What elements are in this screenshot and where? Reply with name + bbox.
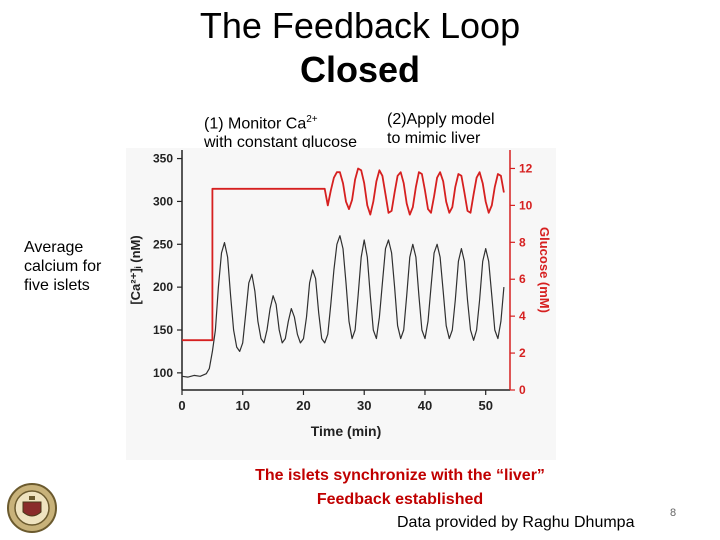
note-monitor-superscript: 2+ xyxy=(306,114,318,125)
caption-line-2: Feedback established xyxy=(316,491,484,508)
y-right-axis-label: Glucose (mM) xyxy=(537,227,552,313)
series-line-calcium xyxy=(181,235,505,378)
chart-background xyxy=(126,148,556,460)
y-left-tick-label: 200 xyxy=(153,280,173,294)
y-left-tick-label: 350 xyxy=(153,152,173,166)
note-monitor-text: (1) Monitor Ca xyxy=(204,115,307,133)
y-right-tick-label: 8 xyxy=(519,235,526,249)
note-monitor: (1) Monitor Ca2+ with constant glucose xyxy=(204,110,374,152)
y-right-tick-label: 2 xyxy=(519,346,526,360)
calcium-glucose-chart: 0 10 20 30 40 50 100 150 200 250 300 350 0 2 4 6 8 10 12 Ti… xyxy=(126,148,556,460)
slide-title-bold: Closed xyxy=(299,49,421,90)
y-left-tick-label: 150 xyxy=(153,323,173,337)
x-tick-label: 10 xyxy=(236,398,250,413)
y-left-tick-label: 300 xyxy=(153,194,173,208)
caption: The islets synchronize with the “liver” … xyxy=(140,464,660,512)
chart-labels: 0 10 20 30 40 50 100 150 200 250 300 350 0 2 4 6 8 10 12 Ti… xyxy=(128,152,552,439)
slide-title: The Feedback Loop xyxy=(199,5,521,46)
x-tick-label: 20 xyxy=(296,398,310,413)
y-right-tick-label: 12 xyxy=(519,161,533,175)
chart-series xyxy=(181,167,505,378)
y-left-tick-label: 250 xyxy=(153,237,173,251)
y-right-tick-label: 6 xyxy=(519,272,526,286)
x-tick-label: 0 xyxy=(178,398,185,413)
x-tick-label: 40 xyxy=(418,398,432,413)
y-left-axis-label: [Ca²⁺]ᵢ (nM) xyxy=(128,235,143,304)
caption-line-1: The islets synchronize with the “liver” xyxy=(255,467,545,484)
page-number: 8 xyxy=(670,507,677,519)
chart-axes xyxy=(126,148,556,460)
x-tick-label: 30 xyxy=(357,398,371,413)
university-seal-icon xyxy=(7,483,57,533)
y-right-tick-label: 4 xyxy=(519,309,526,323)
x-tick-label: 50 xyxy=(478,398,492,413)
series-line-glucose xyxy=(182,167,505,342)
note-average-calcium: Average calcium for five islets xyxy=(24,239,102,294)
note-monitor-rest: with constant glucose xyxy=(204,134,357,152)
y-left-tick-label: 100 xyxy=(153,366,173,380)
y-right-tick-label: 10 xyxy=(519,198,533,212)
y-right-tick-label: 0 xyxy=(519,383,526,397)
x-axis-label: Time (min) xyxy=(311,423,382,439)
data-credit: Data provided by Raghu Dhumpa xyxy=(397,514,635,531)
